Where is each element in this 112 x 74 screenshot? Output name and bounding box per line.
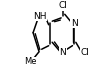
Text: N: N: [71, 18, 78, 28]
Text: N: N: [60, 48, 66, 57]
Text: Cl: Cl: [59, 1, 67, 10]
Text: Me: Me: [25, 57, 37, 66]
Text: NH: NH: [33, 12, 47, 21]
Text: Cl: Cl: [81, 48, 90, 57]
